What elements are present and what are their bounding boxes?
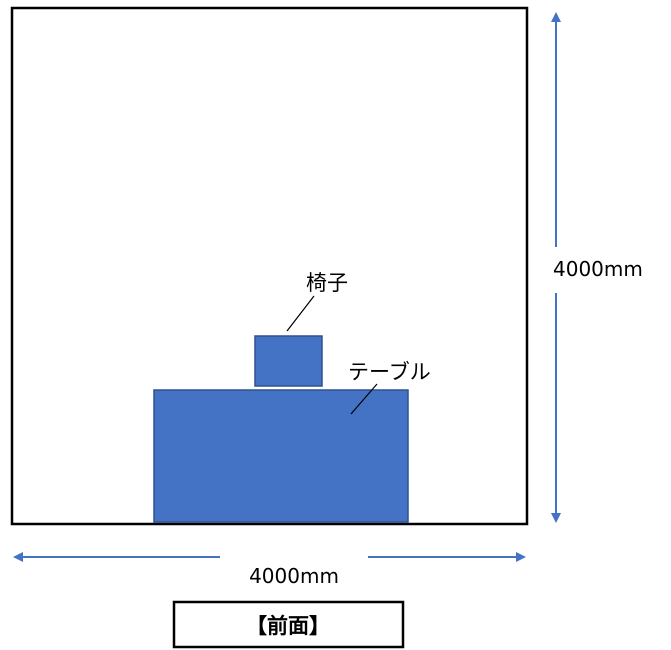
table-leader-line [350, 383, 378, 415]
chair-leader-line [286, 295, 315, 332]
table-shape [153, 389, 409, 523]
width-dimension-label: 4000mm [249, 564, 339, 588]
chair-shape [254, 335, 323, 387]
height-dimension-label: 4000mm [553, 257, 643, 281]
view-title: 【前面】 [246, 614, 330, 638]
table-label: テーブル [348, 360, 431, 384]
view-title-box [172, 600, 405, 649]
chair-label: 椅子 [306, 271, 348, 295]
